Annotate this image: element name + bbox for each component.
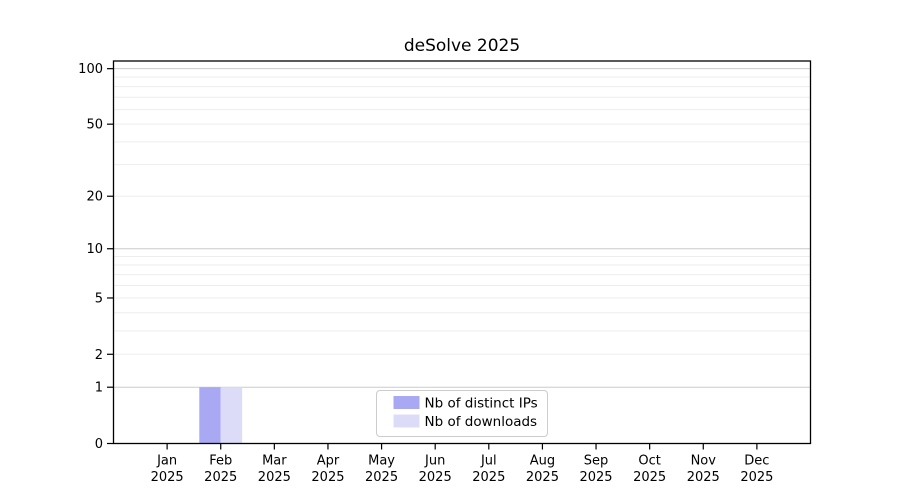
bar-distinct-ips <box>199 387 221 444</box>
x-tick-label-year: 2025 <box>151 470 184 485</box>
legend-label-downloads: Nb of downloads <box>425 414 538 430</box>
x-tick-label-month: Jun <box>424 454 445 469</box>
x-tick-label-year: 2025 <box>472 470 505 485</box>
y-tick-label: 2 <box>95 348 103 363</box>
x-tick-label-year: 2025 <box>258 470 291 485</box>
y-tick-label: 0 <box>95 437 103 452</box>
x-tick-label-month: Feb <box>209 454 232 469</box>
x-tick-label-year: 2025 <box>526 470 559 485</box>
x-tick-label-month: Jan <box>156 454 177 469</box>
bar-downloads <box>220 387 243 444</box>
legend-swatch-downloads <box>393 414 420 428</box>
legend-label-distinct-ips: Nb of distinct IPs <box>425 396 538 412</box>
y-tick-label: 100 <box>78 62 103 77</box>
x-tick-label-month: Apr <box>317 454 340 469</box>
x-tick-label-month: Dec <box>744 454 769 469</box>
axes-layer: 0125102050100Jan2025Feb2025Mar2025Apr202… <box>78 60 812 485</box>
x-tick-label-month: Mar <box>262 454 287 469</box>
x-tick-label-month: Sep <box>584 454 609 469</box>
x-tick-label-month: May <box>368 454 395 469</box>
x-tick-label-month: Jul <box>480 454 497 469</box>
x-tick-label-year: 2025 <box>204 470 237 485</box>
legend: Nb of distinct IPs Nb of downloads <box>376 390 548 437</box>
bars-layer <box>199 387 243 444</box>
x-tick-label-month: Oct <box>638 454 660 469</box>
y-tick-label: 10 <box>86 242 103 257</box>
y-tick-label: 1 <box>95 381 103 396</box>
x-tick-label-year: 2025 <box>740 470 773 485</box>
x-tick-label-year: 2025 <box>419 470 452 485</box>
chart-title: deSolve 2025 <box>404 36 520 56</box>
x-tick-label-year: 2025 <box>633 470 666 485</box>
x-tick-label-year: 2025 <box>311 470 344 485</box>
y-tick-label: 5 <box>95 291 103 306</box>
y-tick-label: 20 <box>86 190 103 205</box>
x-tick-label-month: Nov <box>691 454 717 469</box>
y-tick-label: 50 <box>86 118 103 133</box>
x-tick-label-year: 2025 <box>579 470 612 485</box>
x-tick-label-year: 2025 <box>687 470 720 485</box>
plot-border <box>112 60 812 445</box>
x-tick-label-month: Aug <box>530 454 555 469</box>
x-tick-label-year: 2025 <box>365 470 398 485</box>
grid-layer <box>113 68 811 388</box>
legend-swatch-distinct-ips <box>393 396 420 409</box>
